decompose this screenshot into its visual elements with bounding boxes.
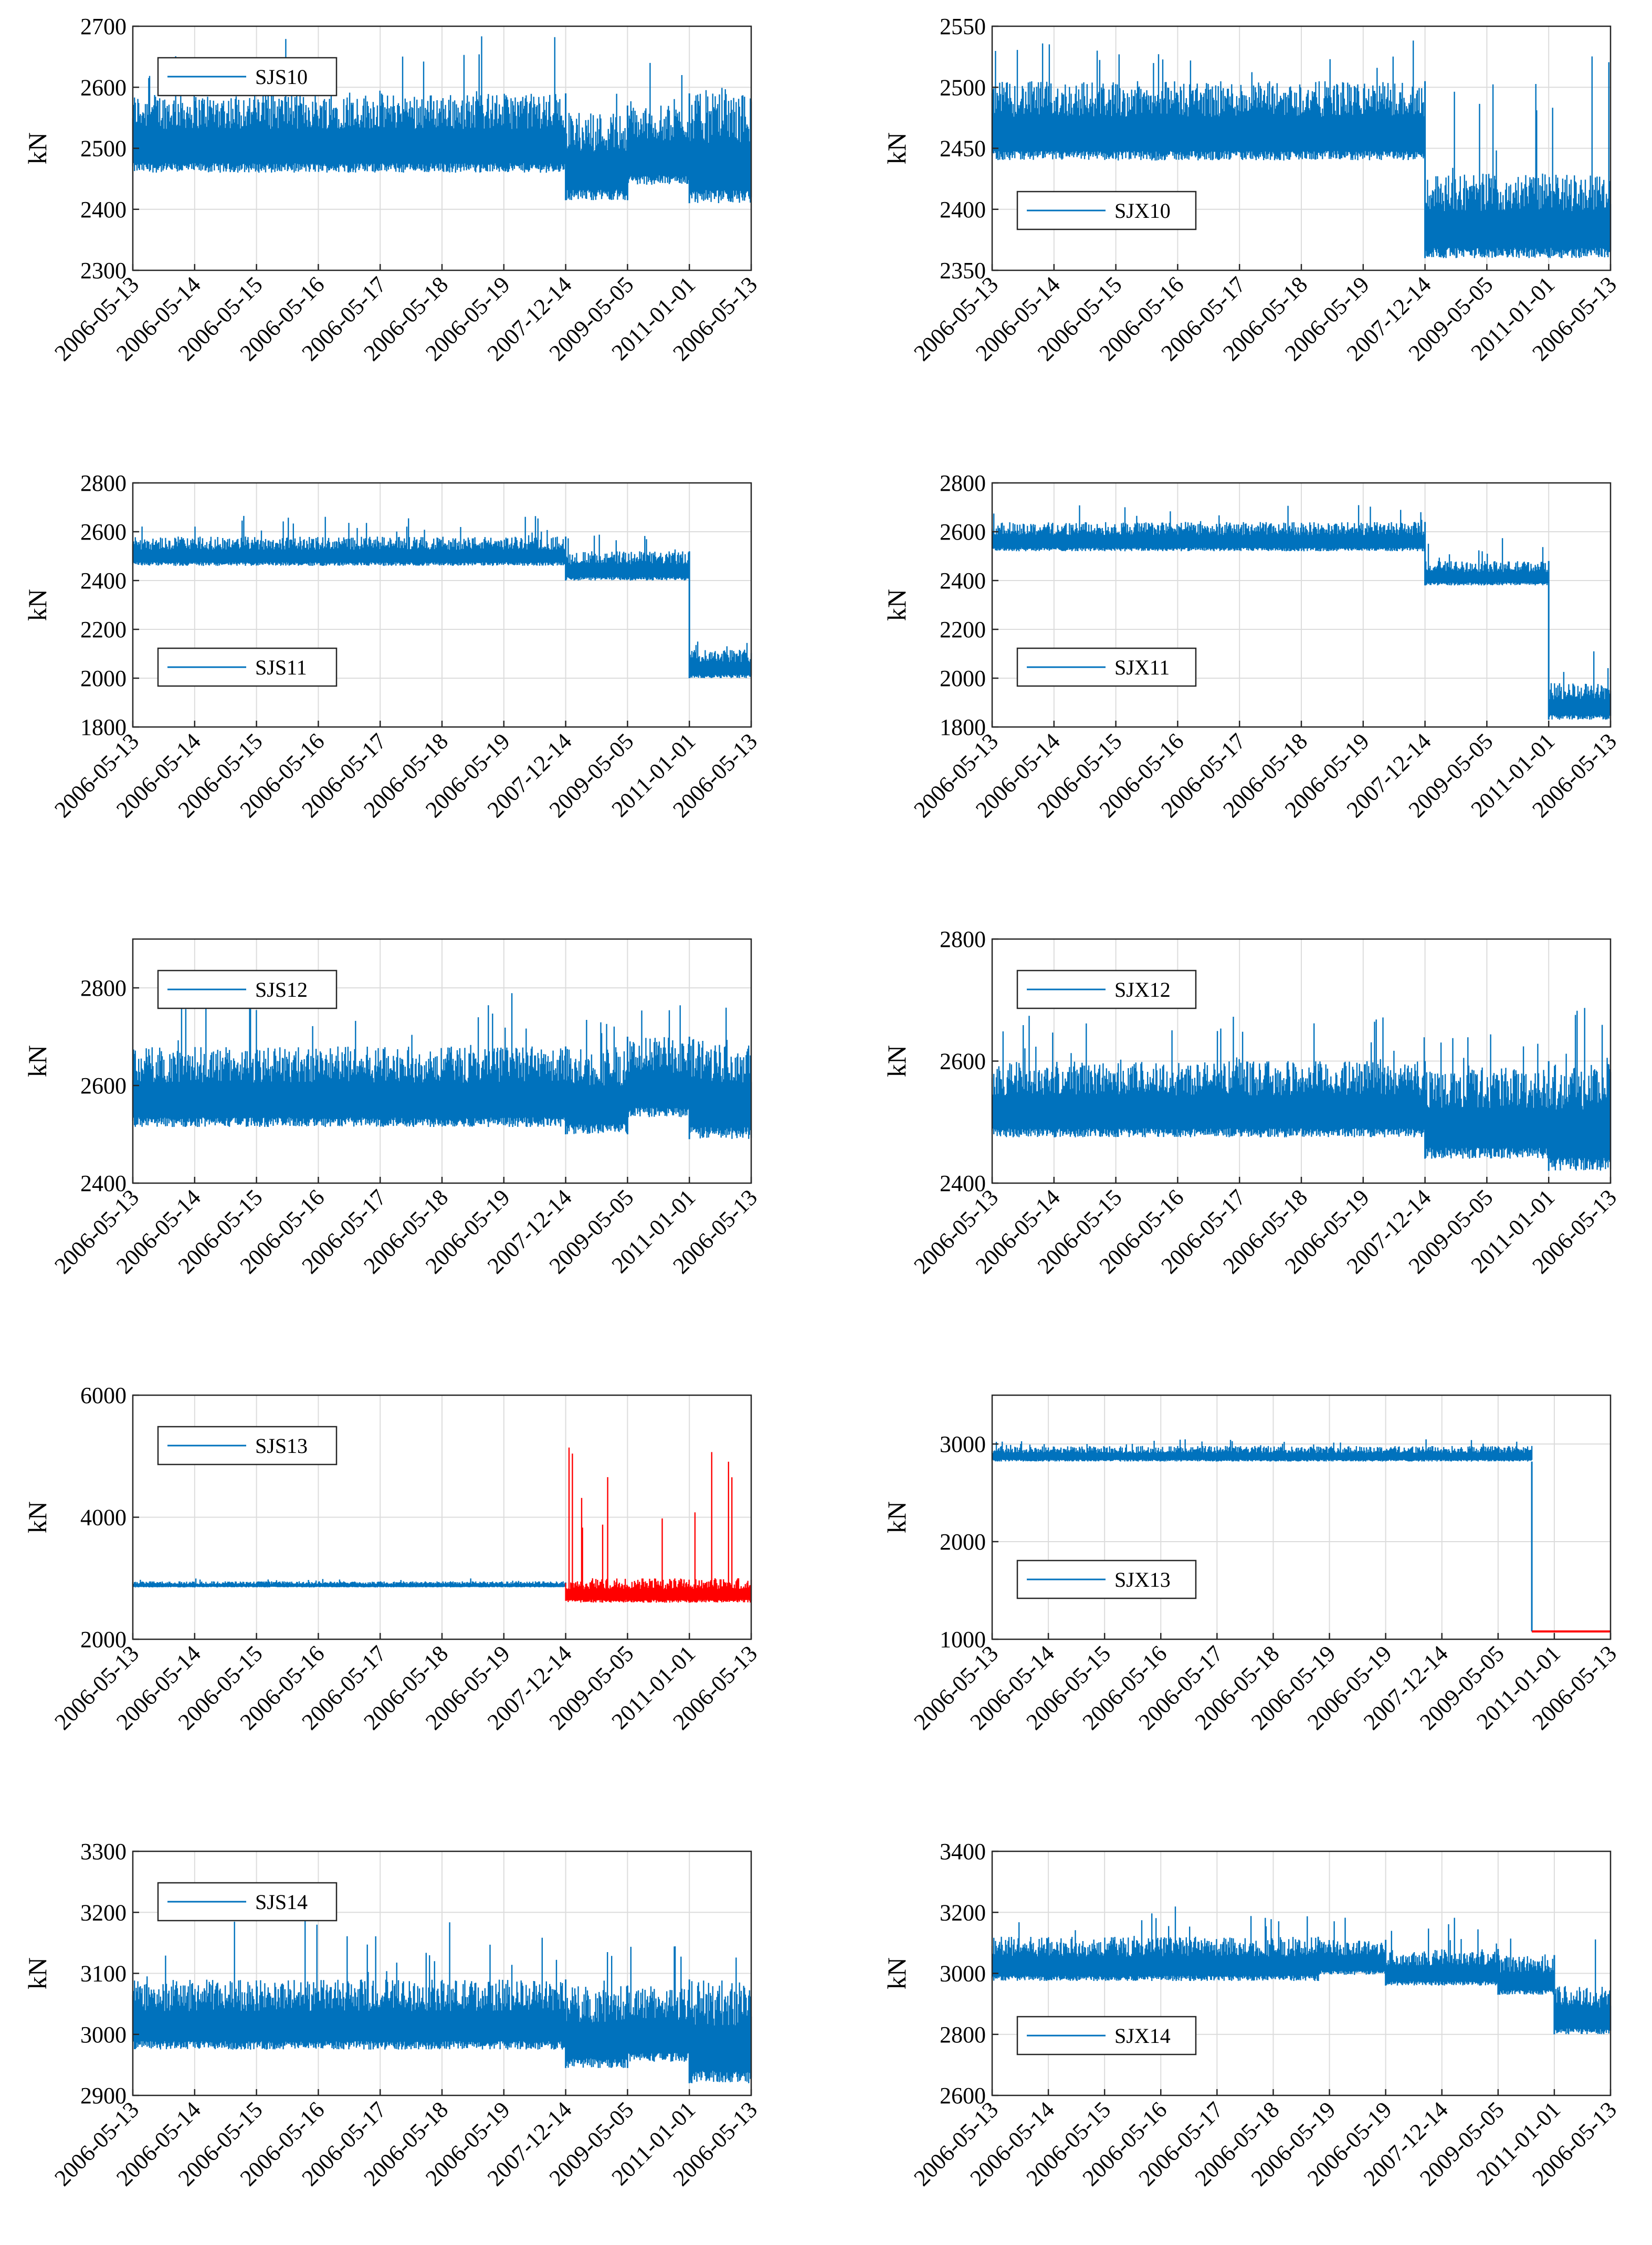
y-tick-label: 2600 (940, 1049, 986, 1074)
y-axis-label: kN (23, 132, 52, 164)
y-tick-label: 3000 (940, 1431, 986, 1457)
y-axis-label: kN (23, 1957, 52, 1989)
y-tick-label: 2500 (940, 75, 986, 100)
y-tick-label: 2500 (80, 136, 127, 162)
y-tick-label: 3300 (80, 1839, 127, 1864)
y-tick-label: 2400 (940, 1171, 986, 1196)
y-tick-label: 3200 (80, 1900, 127, 1925)
y-tick-label: 2000 (940, 666, 986, 691)
y-tick-label: 3400 (940, 1839, 986, 1864)
y-axis-label: kN (23, 1501, 52, 1533)
y-axis-label: kN (882, 132, 911, 164)
y-tick-label: 2600 (80, 1073, 127, 1099)
legend-label: SJX10 (1114, 199, 1171, 223)
y-tick-label: 2450 (940, 136, 986, 162)
chart-sjx11: 180020002200240026002800kN2006-05-132006… (882, 470, 1622, 823)
chart-sjx12: 240026002800kN2006-05-132006-05-142006-0… (882, 926, 1622, 1279)
y-tick-label: 2200 (940, 617, 986, 642)
y-axis-label: kN (882, 589, 911, 621)
y-axis-label: kN (23, 589, 52, 621)
y-tick-label: 2400 (940, 568, 986, 594)
chart-sjs10: 23002400250026002700kN2006-05-132006-05-… (23, 14, 762, 366)
y-tick-label: 2350 (940, 258, 986, 283)
y-tick-label: 6000 (80, 1383, 127, 1408)
legend-label: SJS12 (255, 978, 308, 1002)
chart-sjs14: 29003000310032003300kN2006-05-132006-05-… (23, 1839, 762, 2191)
legend-label: SJX12 (1114, 978, 1171, 1002)
chart-sjs13: 200040006000kN2006-05-132006-05-142006-0… (23, 1383, 762, 1735)
legend-label: SJX13 (1114, 1568, 1171, 1591)
y-tick-label: 2600 (80, 519, 127, 545)
y-tick-label: 2400 (940, 197, 986, 223)
y-tick-label: 2800 (80, 975, 127, 1001)
chart-sjs12: 240026002800kN2006-05-132006-05-142006-0… (23, 938, 762, 1279)
plot-area (992, 1395, 1611, 1639)
legend-label: SJX14 (1114, 2024, 1171, 2048)
y-axis-label: kN (882, 1045, 911, 1077)
y-tick-label: 3200 (940, 1900, 986, 1925)
y-tick-label: 2400 (80, 568, 127, 594)
anomaly-line (565, 1447, 752, 1603)
legend-label: SJS13 (255, 1434, 308, 1458)
y-tick-label: 2550 (940, 14, 986, 39)
y-tick-label: 2800 (80, 470, 127, 496)
y-axis-label: kN (882, 1501, 911, 1533)
y-tick-label: 3100 (80, 1961, 127, 1987)
y-tick-label: 2600 (940, 2083, 986, 2109)
y-tick-label: 2000 (940, 1529, 986, 1555)
chart-sjx10: 23502400245025002550kN2006-05-132006-05-… (882, 14, 1622, 366)
y-tick-label: 2800 (940, 2022, 986, 2048)
y-tick-label: 2000 (80, 666, 127, 691)
y-tick-label: 2800 (940, 926, 986, 952)
y-tick-label: 3000 (80, 2022, 127, 2048)
y-tick-label: 2400 (80, 1171, 127, 1196)
y-tick-label: 2900 (80, 2083, 127, 2109)
chart-sjs11: 180020002200240026002800kN2006-05-132006… (23, 470, 762, 823)
y-tick-label: 3000 (940, 1961, 986, 1987)
chart-sjx13: 100020003000kN2006-05-132006-05-142006-0… (882, 1394, 1622, 1735)
y-tick-label: 2400 (80, 197, 127, 223)
y-tick-label: 4000 (80, 1505, 127, 1531)
legend-label: SJS11 (255, 656, 307, 679)
y-tick-label: 1000 (940, 1627, 986, 1652)
axes-box (991, 1394, 1612, 1640)
y-tick-label: 2800 (940, 470, 986, 496)
y-tick-label: 1800 (940, 714, 986, 740)
y-axis-label: kN (882, 1957, 911, 1989)
legend-label: SJX11 (1114, 656, 1170, 679)
y-tick-label: 1800 (80, 714, 127, 740)
chart-sjx14: 26002800300032003400kN2006-05-132006-05-… (882, 1839, 1622, 2191)
legend-label: SJS14 (255, 1890, 308, 1914)
y-tick-label: 2000 (80, 1627, 127, 1652)
y-tick-label: 2200 (80, 617, 127, 642)
y-tick-label: 2700 (80, 14, 127, 39)
y-tick-label: 2300 (80, 258, 127, 283)
y-tick-label: 2600 (940, 519, 986, 545)
y-tick-label: 2600 (80, 75, 127, 100)
legend-label: SJS10 (255, 65, 308, 89)
y-axis-label: kN (23, 1045, 52, 1077)
